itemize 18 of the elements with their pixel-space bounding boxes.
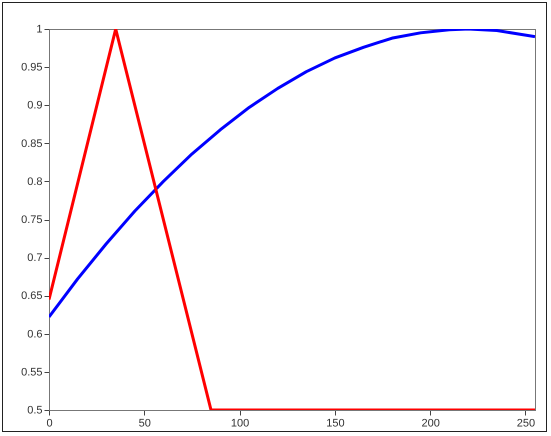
line-series bbox=[49, 29, 535, 319]
y-tick-label: 0.5 bbox=[27, 404, 42, 416]
y-tick-label: 0.75 bbox=[21, 214, 42, 226]
y-tick-label: 0.95 bbox=[21, 62, 42, 74]
x-tick-label: 200 bbox=[421, 418, 440, 430]
x-tick-label: 50 bbox=[138, 418, 151, 430]
y-tick-label: 0.55 bbox=[21, 366, 42, 378]
y-tick-label: 0.8 bbox=[27, 176, 42, 188]
y-tick-label: 0.7 bbox=[27, 252, 42, 264]
y-tick-label: 0.65 bbox=[21, 290, 42, 302]
y-tick-label: 1 bbox=[36, 24, 42, 36]
x-tick-label: 0 bbox=[46, 418, 53, 430]
x-tick-label: 250 bbox=[516, 418, 536, 430]
x-tick-label: 150 bbox=[326, 418, 345, 430]
x-tick-label: 100 bbox=[230, 418, 250, 430]
y-tick-label: 0.6 bbox=[27, 328, 42, 340]
y-tick-label: 0.85 bbox=[21, 138, 42, 150]
y-tick-label: 0.9 bbox=[27, 100, 42, 112]
